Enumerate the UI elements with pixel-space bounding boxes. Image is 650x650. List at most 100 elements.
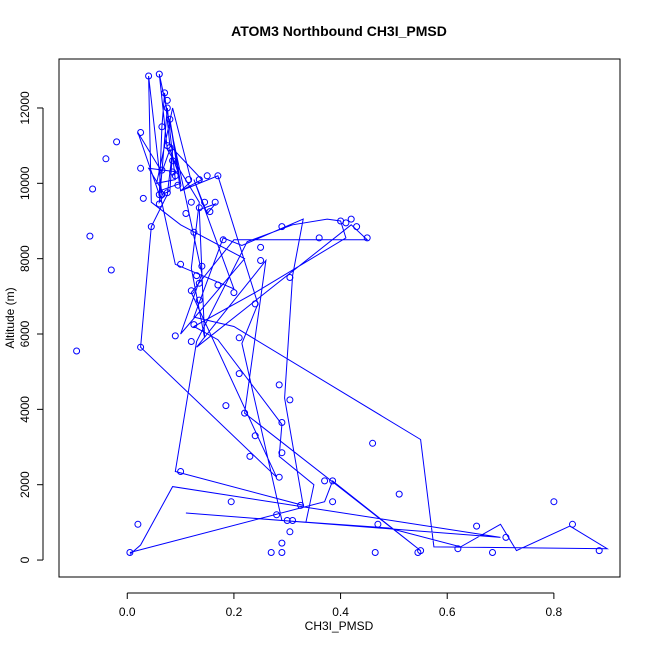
- data-point: [235, 334, 243, 342]
- data-point: [595, 547, 603, 555]
- data-point: [185, 176, 193, 184]
- chart-title: ATOM3 Northbound CH3I_PMSD: [231, 23, 447, 39]
- data-point: [171, 172, 179, 180]
- data-point: [214, 281, 222, 289]
- data-point: [155, 70, 163, 78]
- data-point: [147, 223, 155, 231]
- data-point: [297, 501, 305, 509]
- x-tick-label: 0.0: [119, 605, 136, 619]
- data-point: [278, 449, 286, 457]
- data-point: [342, 219, 350, 227]
- data-point: [190, 321, 198, 329]
- data-point: [286, 396, 294, 404]
- data-point: [473, 522, 481, 530]
- data-point: [145, 72, 153, 80]
- data-point: [182, 210, 190, 217]
- data-point: [454, 545, 462, 553]
- data-point: [158, 191, 166, 199]
- data-point: [73, 347, 81, 355]
- data-point: [275, 473, 283, 481]
- data-point: [177, 260, 185, 268]
- y-tick-label: 12000: [18, 91, 32, 125]
- series-markers: [73, 70, 603, 556]
- data-point: [489, 549, 496, 556]
- data-point: [137, 164, 145, 172]
- data-point: [227, 498, 235, 506]
- data-point: [187, 287, 195, 295]
- x-tick-label: 0.8: [546, 605, 563, 619]
- data-point: [107, 266, 115, 274]
- data-point: [187, 198, 195, 206]
- data-point: [169, 157, 177, 165]
- data-point: [267, 549, 275, 556]
- data-point: [174, 181, 182, 189]
- data-point: [195, 296, 203, 304]
- data-point: [113, 138, 121, 146]
- data-point: [278, 419, 286, 426]
- data-point: [155, 200, 163, 208]
- data-point: [278, 539, 286, 547]
- data-point: [246, 452, 254, 460]
- data-point: [190, 228, 198, 236]
- data-point: [283, 517, 291, 524]
- data-point: [222, 402, 230, 410]
- data-point: [166, 144, 174, 151]
- y-tick-label: 0: [18, 556, 32, 563]
- data-point: [158, 123, 166, 131]
- data-point: [198, 262, 206, 270]
- data-point: [195, 176, 203, 184]
- data-point: [286, 274, 294, 281]
- data-point: [347, 215, 355, 223]
- data-point: [321, 477, 329, 485]
- series-line-0: [129, 73, 610, 555]
- data-point: [158, 166, 166, 174]
- data-point: [329, 477, 337, 485]
- data-point: [137, 343, 145, 351]
- data-point: [171, 332, 179, 340]
- data-point: [278, 549, 286, 556]
- x-axis-title: CH3I_PMSD: [305, 619, 374, 633]
- series-lines: [129, 73, 610, 555]
- data-point: [137, 129, 145, 136]
- data-point: [251, 432, 259, 440]
- data-point: [86, 232, 94, 240]
- data-point: [550, 498, 558, 506]
- data-point: [195, 204, 203, 212]
- data-point: [251, 300, 259, 308]
- data-point: [257, 243, 265, 251]
- x-tick-label: 0.6: [439, 605, 456, 619]
- data-point: [201, 198, 209, 206]
- data-point: [329, 498, 337, 506]
- data-point: [193, 272, 201, 280]
- data-point: [187, 338, 195, 345]
- y-tick-label: 6000: [18, 320, 32, 347]
- data-point: [569, 520, 576, 528]
- data-point: [139, 194, 147, 202]
- x-tick-label: 0.4: [332, 605, 349, 619]
- data-point: [177, 468, 185, 475]
- data-point: [241, 409, 249, 417]
- data-point: [126, 549, 134, 556]
- data-point: [273, 511, 281, 519]
- y-tick-label: 4000: [18, 396, 32, 423]
- data-point: [211, 198, 219, 206]
- data-point: [257, 257, 265, 264]
- data-point: [219, 236, 227, 244]
- data-point: [371, 549, 379, 556]
- data-point: [155, 191, 163, 199]
- data-point: [206, 208, 214, 216]
- data-point: [502, 533, 510, 541]
- y-axis-title: Altitude (m): [3, 287, 17, 348]
- data-point: [134, 520, 142, 528]
- x-tick-label: 0.2: [226, 605, 243, 619]
- y-tick-label: 10000: [18, 166, 32, 200]
- y-tick-label: 2000: [18, 471, 32, 498]
- data-point: [353, 223, 361, 231]
- data-point: [289, 517, 297, 524]
- data-point: [214, 172, 222, 180]
- data-point: [102, 155, 110, 163]
- data-point: [315, 234, 323, 242]
- y-tick-label: 8000: [18, 245, 32, 272]
